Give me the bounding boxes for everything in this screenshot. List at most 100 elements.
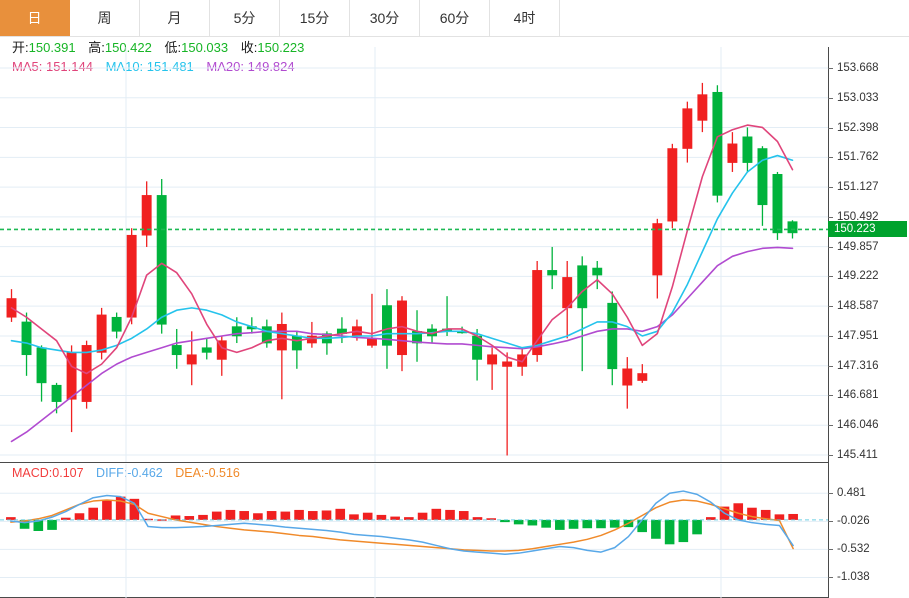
macd-bar [33, 519, 44, 531]
candle [502, 352, 513, 456]
tab-4[interactable]: 15分 [280, 0, 350, 36]
macd-bar [527, 519, 538, 526]
macd-axis-label: 0.481 [837, 487, 866, 500]
macd-bar [513, 519, 524, 525]
diff-value: -0.462 [127, 466, 163, 480]
macd-bar [664, 519, 675, 545]
tab-0[interactable]: 日 [0, 0, 70, 36]
price-chart-panel[interactable] [0, 47, 828, 462]
dea-value: -0.516 [204, 466, 240, 480]
price-axis-label: 145.411 [837, 449, 878, 461]
macd-bar [349, 514, 359, 520]
candle [81, 340, 92, 409]
candle [96, 307, 107, 360]
candle [562, 261, 573, 339]
macd-bar [486, 518, 497, 520]
macd-bar [637, 519, 647, 533]
candle [66, 345, 77, 433]
candle [742, 127, 753, 172]
price-axis-label: 151.762 [837, 151, 879, 164]
price-axis-tick [828, 306, 833, 308]
candle [682, 101, 693, 163]
tab-7[interactable]: 4时 [490, 0, 560, 36]
price-axis-tick [828, 187, 833, 189]
price-axis-label: 153.668 [837, 62, 879, 74]
candle [577, 256, 588, 372]
candle [637, 364, 648, 383]
macd-chart-panel[interactable] [0, 464, 828, 598]
tab-1[interactable]: 周 [70, 0, 140, 36]
macd-bar [404, 517, 414, 520]
price-axis-tick [828, 365, 833, 367]
macd-value: 0.107 [52, 466, 84, 480]
candle [36, 345, 47, 402]
last-price-badge: 150.223 [828, 221, 907, 238]
price-chart-svg [0, 47, 828, 462]
ohlc-row: 开:150.391 高:150.422 低:150.033 收:150.223 [0, 38, 560, 57]
price-axis-label: 147.316 [837, 359, 879, 372]
candle [201, 338, 212, 360]
price-axis-tick [828, 335, 833, 337]
price-axis-label: 153.033 [837, 91, 879, 104]
candle [306, 321, 317, 348]
candle [652, 218, 663, 299]
ma20-label: MA20: [206, 59, 244, 74]
candle [487, 347, 498, 390]
macd-bar [321, 510, 332, 520]
macd-bar [280, 511, 291, 520]
macd-axis-tick [828, 493, 833, 495]
macd-axis-label: -0.532 [837, 542, 870, 555]
ma10-value: 151.481 [146, 59, 194, 74]
macd-bar [417, 512, 428, 520]
macd-bar [596, 519, 606, 529]
candle [261, 319, 272, 348]
price-axis-tick [828, 68, 833, 69]
candle [412, 310, 422, 362]
macd-bar [129, 498, 140, 520]
macd-bar [170, 515, 181, 520]
candle [171, 328, 182, 369]
candle [667, 143, 678, 229]
diff-label: DIFF: [96, 466, 128, 480]
macd-axis-label: -0.026 [837, 514, 870, 527]
candle [216, 335, 227, 376]
open-label: 开: [12, 40, 29, 55]
macd-bar [294, 509, 304, 520]
macd-bar [211, 511, 222, 520]
macd-bar [609, 519, 620, 528]
moving-average-row: MA5: 151.144 MA10: 151.481 MA20: 149.824 [0, 57, 560, 76]
macd-axis-tick [828, 548, 833, 550]
macd-bar [458, 511, 469, 520]
price-axis-line [828, 47, 829, 598]
macd-bar [184, 516, 195, 520]
macd-bar [541, 519, 551, 528]
price-axis-label: 147.951 [837, 329, 879, 342]
macd-bar [266, 511, 277, 520]
macd-bar [88, 507, 99, 520]
candle [712, 85, 723, 203]
tab-6[interactable]: 60分 [420, 0, 490, 36]
macd-bar [376, 514, 387, 520]
price-axis-label: 146.046 [837, 419, 879, 432]
macd-bar [651, 519, 661, 539]
macd-bar [47, 519, 57, 530]
tab-2[interactable]: 月 [140, 0, 210, 36]
macd-bar [692, 519, 702, 535]
ma5-label: MA5: [12, 59, 43, 74]
macd-chart-svg [0, 464, 828, 598]
macd-bar [705, 517, 716, 520]
price-axis-tick [828, 97, 833, 99]
macd-bar [198, 514, 208, 520]
macd-bar [362, 512, 373, 520]
tab-3[interactable]: 5分 [210, 0, 280, 36]
close-value: 150.223 [257, 40, 305, 55]
macd-bar [19, 519, 30, 529]
price-axis-tick [828, 455, 833, 456]
tab-5[interactable]: 30分 [350, 0, 420, 36]
price-axis-label: 150.492 [837, 210, 879, 223]
price-axis-tick [828, 246, 833, 248]
value-axis: 153.668 153.033 152.398 151.762 151.127 150.4… [828, 47, 909, 598]
macd-bar [774, 514, 785, 520]
ma10-label: MA10: [105, 59, 144, 74]
macd-bar [733, 503, 744, 520]
